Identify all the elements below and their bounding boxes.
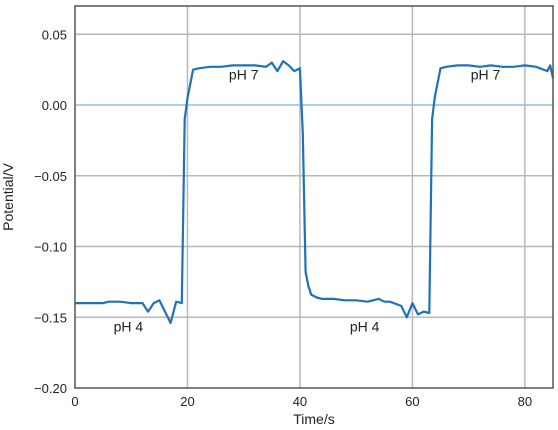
- x-tick-label-40: 40: [293, 394, 307, 409]
- y-tick-label-−0.20: −0.20: [34, 381, 67, 396]
- x-tick-label-60: 60: [405, 394, 419, 409]
- plot-frame: [74, 5, 554, 389]
- annotation-2: pH 7: [229, 67, 259, 83]
- annotation-3: pH 4: [350, 318, 380, 334]
- grid-lines: [75, 6, 553, 388]
- x-tick-label-0: 0: [71, 394, 78, 409]
- y-axis-ticks: 0.05 0.00 −0.05 −0.10 −0.15 −0.20: [34, 27, 67, 396]
- x-tick-label-20: 20: [180, 394, 194, 409]
- series-line-potential: [75, 60, 555, 324]
- x-tick-label-80: 80: [518, 394, 532, 409]
- y-axis-label: Potential/V: [0, 162, 16, 230]
- y-tick-label-−0.05: −0.05: [34, 169, 67, 184]
- y-tick-label-−0.15: −0.15: [34, 310, 67, 325]
- annotations: pH 4 pH 7 pH 4 pH 7: [114, 67, 501, 335]
- x-axis-ticks: 0 20 40 60 80: [71, 394, 532, 409]
- y-tick-label-0.05: 0.05: [42, 27, 67, 42]
- annotation-4: pH 7: [471, 67, 501, 83]
- y-tick-label-0.00: 0.00: [42, 98, 67, 113]
- annotation-1: pH 4: [114, 318, 144, 334]
- x-axis-label: Time/s: [293, 411, 334, 427]
- y-tick-label-−0.10: −0.10: [34, 240, 67, 255]
